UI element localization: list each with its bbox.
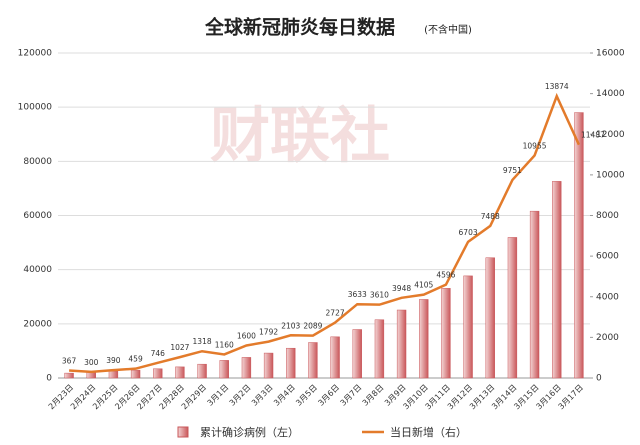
bar (197, 363, 207, 379)
data-label: 13874 (545, 82, 569, 91)
y2-tick-label: 14000 (596, 89, 625, 99)
bar (396, 309, 407, 379)
x-tick-label: 3月4日 (272, 383, 297, 408)
bar (485, 257, 495, 379)
legend-swatch (177, 426, 189, 438)
x-tick-label: 3月2日 (228, 383, 253, 408)
data-label: 6703 (459, 228, 478, 237)
bar (441, 288, 451, 379)
bar (219, 360, 229, 379)
chart-title: 全球新冠肺炎每日数据 (204, 16, 395, 39)
chart-subtitle: (不含中国) (424, 23, 472, 36)
y2-tick-label: 8000 (596, 211, 619, 221)
y-tick-label: 60000 (23, 211, 52, 221)
data-label: 3633 (348, 290, 367, 299)
bar (463, 275, 473, 379)
bar (263, 352, 274, 379)
y-tick-label: 80000 (23, 157, 52, 167)
data-label: 4596 (436, 271, 455, 280)
data-label: 10955 (523, 141, 547, 150)
bar (352, 329, 362, 379)
y2-tick-label: 0 (596, 374, 602, 384)
y2-tick-label: 2000 (596, 333, 619, 343)
data-label: 3610 (370, 291, 389, 300)
y-tick-label: 120000 (18, 49, 53, 59)
data-label: 459 (128, 355, 143, 364)
bar (330, 336, 340, 379)
data-label: 1792 (259, 328, 278, 337)
y2-tick-label: 6000 (596, 252, 619, 262)
y2-tick-label: 16000 (596, 49, 625, 59)
y2-tick-label: 10000 (596, 170, 625, 180)
legend-label: 当日新增（右） (390, 425, 467, 439)
bar (507, 237, 518, 379)
data-label: 367 (62, 357, 77, 366)
data-label: 7488 (481, 212, 500, 221)
bar (529, 210, 540, 379)
bar (130, 369, 141, 379)
x-tick-label: 3月8日 (361, 383, 386, 408)
x-tick-label: 3月1日 (206, 383, 231, 408)
x-tick-label: 3月5日 (294, 383, 319, 408)
bar (175, 366, 185, 379)
x-tick-label: 3月17日 (557, 383, 585, 411)
bar (574, 112, 584, 379)
data-label: 11487 (581, 131, 605, 140)
data-label: 1600 (237, 332, 256, 341)
data-label: 746 (151, 349, 166, 358)
watermark: 财联社 (210, 102, 390, 172)
data-label: 1160 (215, 340, 234, 349)
line (69, 92, 581, 374)
bar (241, 357, 252, 379)
bar (552, 181, 562, 379)
data-label: 1318 (193, 337, 212, 346)
legend-label: 累计确诊病例（左） (200, 425, 299, 439)
bar (64, 372, 74, 379)
bar (419, 299, 429, 379)
bar (153, 368, 163, 379)
y-tick-label: 0 (46, 374, 52, 384)
data-label: 2089 (303, 322, 322, 331)
x-tick-label: 3月3日 (250, 383, 275, 408)
data-label: 300 (84, 358, 99, 367)
bar (108, 370, 119, 379)
bar (374, 319, 385, 379)
data-label: 4105 (414, 281, 433, 290)
data-label: 3948 (392, 284, 411, 293)
bar (286, 347, 296, 379)
y2-tick-label: 4000 (596, 292, 619, 302)
data-label: 1027 (170, 343, 189, 352)
x-tick-label: 2月29日 (180, 383, 208, 411)
y2-tick-label: 12000 (596, 130, 625, 140)
data-label: 390 (106, 356, 121, 365)
data-label: 9751 (503, 166, 522, 175)
y-tick-label: 40000 (23, 265, 52, 275)
x-tick-label: 3月7日 (339, 383, 364, 408)
y-tick-label: 20000 (23, 319, 52, 329)
x-tick-label: 3月6日 (316, 383, 341, 408)
data-label: 2103 (281, 321, 300, 330)
bar (308, 342, 318, 379)
data-label: 2727 (326, 309, 345, 318)
y-tick-label: 100000 (18, 103, 53, 113)
